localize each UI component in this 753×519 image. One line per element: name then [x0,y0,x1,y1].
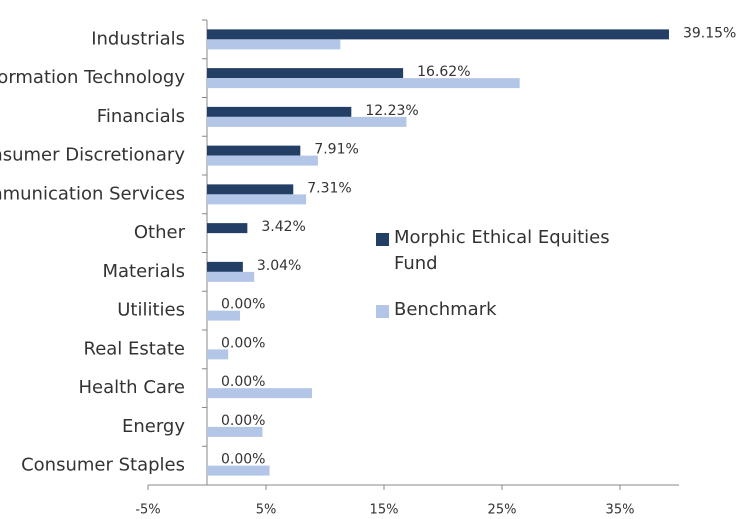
value-label: 7.91% [314,142,358,158]
value-label: 0.00% [221,452,265,468]
bar [207,271,255,282]
bar [207,223,248,234]
bar [207,465,270,476]
bar [207,310,241,321]
value-label: 3.42% [261,219,305,235]
value-label: 0.00% [221,335,265,351]
bar [207,261,243,272]
bar [207,349,229,360]
bar [207,155,318,166]
bar [207,68,404,79]
value-label: 7.31% [307,180,351,196]
category-label: Financials [97,106,185,127]
bar [207,116,407,127]
legend-swatch [376,305,389,318]
bar [207,106,352,117]
legend-label: Benchmark [394,299,497,320]
category-label: Energy [122,416,185,437]
category-label: Utilities [117,300,185,321]
legend-swatch [376,233,389,246]
category-label: Materials [102,261,185,282]
x-tick-label: 25% [488,503,517,518]
bar [207,39,341,50]
value-label: 16.62% [417,64,470,80]
category-label: Consumer Discretionary [0,145,185,166]
bar [207,78,520,89]
value-label: 0.00% [221,413,265,429]
value-label: 0.00% [221,297,265,313]
category-label: Information Technology [0,67,185,88]
x-tick-label: 15% [370,503,399,518]
bar [207,29,669,40]
category-label: Real Estate [84,338,186,359]
category-label: Health Care [78,377,185,398]
x-tick-label: -5% [135,503,160,518]
x-tick-label: 5% [256,503,277,518]
category-label: Communication Services [0,183,185,204]
value-label: 39.15% [683,25,736,41]
category-label: Consumer Staples [21,455,185,476]
value-label: 0.00% [221,374,265,390]
value-label: 12.23% [365,103,418,119]
category-label: Industrials [91,28,185,49]
bar [207,388,313,399]
category-label: Other [134,222,186,243]
x-tick-label: 35% [606,503,635,518]
bar [207,426,263,437]
bar [207,184,294,195]
bar [207,194,307,205]
legend-label: Morphic Ethical Equities Fund [394,227,610,274]
value-label: 3.04% [257,258,301,274]
bar [207,145,301,156]
